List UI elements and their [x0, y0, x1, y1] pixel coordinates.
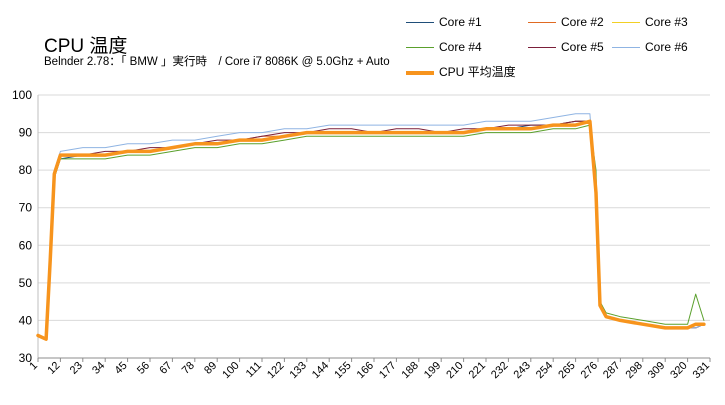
x-tick-label: 177 — [377, 360, 398, 381]
legend-item: Core #4 — [406, 40, 482, 54]
legend-item: Core #5 — [528, 40, 604, 54]
legend-item: Core #1 — [406, 15, 482, 29]
x-tick-label: 331 — [691, 360, 712, 381]
y-tick-label: 30 — [19, 351, 33, 365]
series-line-2 — [37, 120, 705, 340]
y-tick-label: 70 — [19, 201, 33, 215]
legend-label: Core #2 — [561, 15, 604, 29]
legend-label: Core #3 — [645, 15, 688, 29]
chart-subtitle: Belnder 2.78：「 BMW 」実行時 / Core i7 8086K … — [44, 56, 390, 68]
x-tick-label: 199 — [422, 360, 443, 381]
series-line-5 — [37, 120, 705, 340]
y-tick-label: 50 — [19, 276, 33, 290]
legend-label: Core #4 — [439, 40, 482, 54]
legend-label: Core #5 — [561, 40, 604, 54]
x-tick-label: 100 — [220, 360, 241, 381]
chart-title: CPU 温度 — [44, 36, 128, 57]
x-tick-label: 210 — [444, 360, 465, 381]
x-tick-label: 144 — [310, 360, 331, 381]
y-tick-label: 60 — [19, 238, 33, 252]
x-tick-label: 276 — [579, 360, 600, 381]
x-tick-label: 166 — [355, 360, 376, 381]
x-tick-label: 56 — [135, 360, 152, 377]
x-tick-label: 12 — [45, 360, 62, 377]
x-tick-label: 309 — [646, 360, 667, 381]
legend-item: Core #6 — [612, 40, 688, 54]
x-tick-label: 232 — [489, 360, 510, 381]
legend-swatch — [612, 22, 640, 24]
x-tick-label: 23 — [68, 360, 85, 377]
x-tick-label: 221 — [467, 360, 488, 381]
series-line-6 — [37, 113, 705, 340]
series-line-1 — [37, 120, 705, 340]
x-tick-label: 89 — [202, 360, 219, 377]
series-line-3 — [37, 120, 705, 340]
y-tick-label: 80 — [19, 163, 33, 177]
legend-item: Core #2 — [528, 15, 604, 29]
legend-swatch — [612, 47, 640, 49]
legend-swatch — [406, 70, 434, 75]
legend-swatch — [528, 47, 556, 49]
legend-label: Core #1 — [439, 15, 482, 29]
y-tick-label: 40 — [19, 313, 33, 327]
axes — [37, 95, 711, 362]
legend-item: CPU 平均温度 — [406, 65, 516, 79]
x-tick-label: 78 — [180, 360, 197, 377]
legend-swatch — [528, 22, 556, 24]
x-tick-label: 320 — [668, 360, 689, 381]
x-tick-label: 122 — [265, 360, 286, 381]
x-tick-label: 155 — [332, 360, 353, 381]
x-tick-label: 287 — [601, 360, 622, 381]
x-tick-label: 298 — [623, 360, 644, 381]
x-tick-label: 265 — [556, 360, 577, 381]
x-tick-label: 111 — [244, 360, 264, 380]
x-tick-label: 188 — [399, 360, 420, 381]
x-tick-label: 67 — [157, 360, 174, 377]
y-tick-label: 90 — [19, 126, 33, 140]
series-lines — [36, 113, 706, 341]
series-line-7 — [36, 119, 706, 341]
legend-label: Core #6 — [645, 40, 688, 54]
legend-swatch — [406, 47, 434, 49]
legend-swatch — [406, 22, 434, 24]
y-tick-label: 100 — [12, 88, 32, 102]
x-tick-label: 45 — [113, 360, 130, 377]
x-tick-label: 254 — [534, 360, 555, 381]
legend-item: Core #3 — [612, 15, 688, 29]
legend-label: CPU 平均温度 — [439, 65, 516, 79]
series-line-4 — [37, 124, 705, 340]
x-tick-label: 243 — [511, 360, 532, 381]
x-tick-label: 34 — [90, 360, 107, 377]
x-tick-label: 133 — [287, 360, 308, 381]
